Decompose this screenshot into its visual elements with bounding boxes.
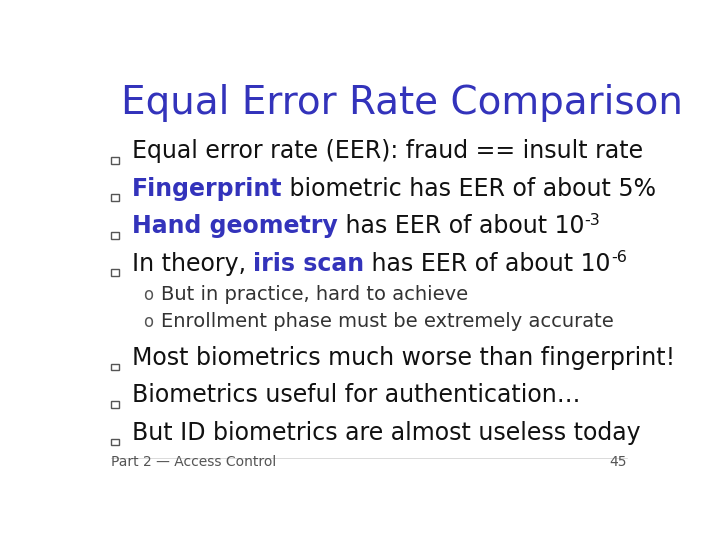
Text: But in practice, hard to achieve: But in practice, hard to achieve <box>161 285 469 303</box>
Text: iris scan: iris scan <box>253 252 364 275</box>
Bar <box>111 232 119 239</box>
Text: Enrollment phase must be extremely accurate: Enrollment phase must be extremely accur… <box>161 312 614 331</box>
Text: has EER of about 10: has EER of about 10 <box>364 252 611 275</box>
Text: biometric has EER of about 5%: biometric has EER of about 5% <box>282 177 657 201</box>
Text: o: o <box>143 313 153 331</box>
Text: has EER of about 10: has EER of about 10 <box>338 214 584 238</box>
Text: Fingerprint: Fingerprint <box>132 177 282 201</box>
Text: Part 2 — Access Control: Part 2 — Access Control <box>111 455 276 469</box>
Text: 45: 45 <box>609 455 627 469</box>
Bar <box>111 269 119 276</box>
Bar <box>111 157 119 164</box>
Text: Most biometrics much worse than fingerprint!: Most biometrics much worse than fingerpr… <box>132 346 675 370</box>
Bar <box>111 364 119 370</box>
Text: Biometrics useful for authentication…: Biometrics useful for authentication… <box>132 383 580 407</box>
Bar <box>111 194 119 201</box>
Text: Hand geometry: Hand geometry <box>132 214 338 238</box>
Text: -3: -3 <box>584 213 600 228</box>
Bar <box>111 401 119 408</box>
Text: Equal error rate (EER): fraud == insult rate: Equal error rate (EER): fraud == insult … <box>132 139 643 164</box>
Text: Equal Error Rate Comparison: Equal Error Rate Comparison <box>121 84 683 122</box>
Text: But ID biometrics are almost useless today: But ID biometrics are almost useless tod… <box>132 421 641 445</box>
Text: -6: -6 <box>611 251 627 265</box>
Text: In theory,: In theory, <box>132 252 253 275</box>
Bar <box>111 438 119 445</box>
Text: o: o <box>143 286 153 303</box>
